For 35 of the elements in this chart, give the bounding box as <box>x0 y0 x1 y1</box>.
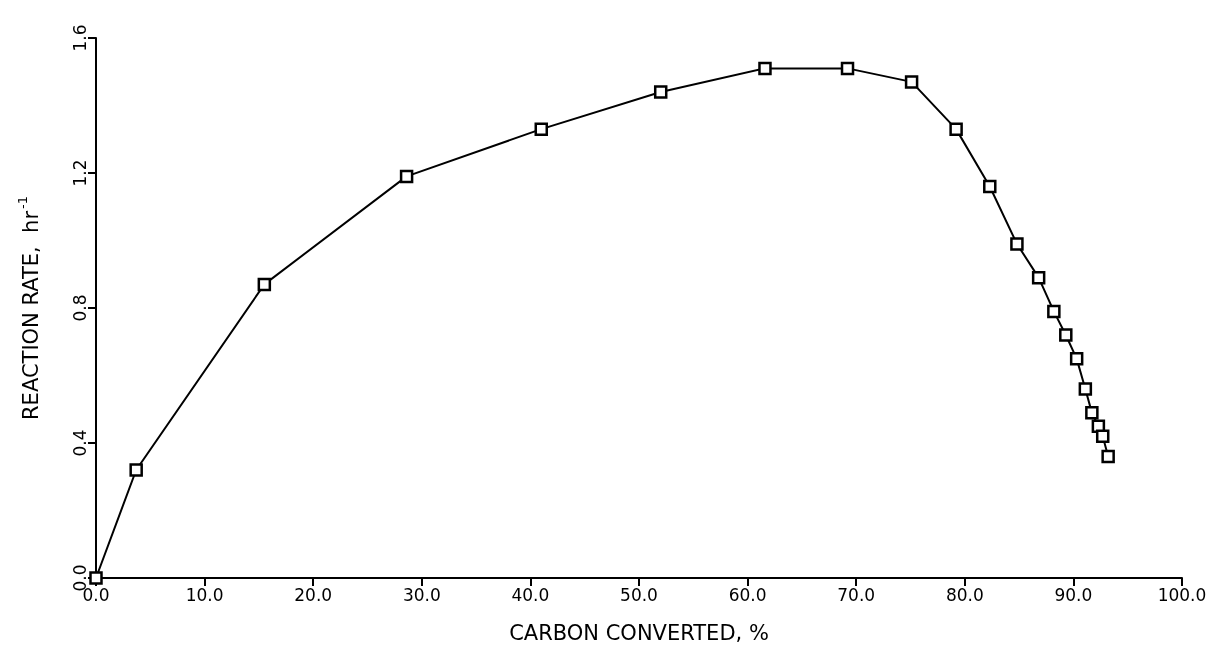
point <box>983 179 997 194</box>
point <box>1101 449 1115 464</box>
x-tick-label: 40.0 <box>511 584 550 605</box>
x-tick-label: 90.0 <box>1054 584 1093 605</box>
point <box>1078 382 1093 396</box>
point <box>257 277 272 292</box>
x-tick-label: 60.0 <box>728 584 767 605</box>
x-tick-label: 70.0 <box>837 584 876 605</box>
point <box>1010 237 1024 251</box>
point <box>1085 405 1099 420</box>
x-axis-title: CARBON CONVERTED, % <box>509 620 769 645</box>
y-tick-label: 1.6 <box>69 24 90 52</box>
point <box>534 122 549 136</box>
y-tick-label: 0.4 <box>69 429 90 457</box>
point <box>1095 429 1110 443</box>
point <box>1031 270 1046 285</box>
point <box>1047 304 1061 319</box>
x-tick-label: 30.0 <box>402 584 441 605</box>
point <box>399 169 414 184</box>
x-tick-label: 50.0 <box>620 584 658 605</box>
y-axis-title: REACTION RATE, hr-1 <box>15 196 43 420</box>
point <box>129 463 143 477</box>
point <box>840 61 855 76</box>
point <box>758 61 772 76</box>
y-tick-label: 0.8 <box>69 294 90 322</box>
x-tick-label: 100.0 <box>1157 584 1207 605</box>
x-tick-label: 20.0 <box>294 584 333 605</box>
point <box>1059 328 1073 342</box>
point <box>1069 351 1084 366</box>
x-tick-label: 10.0 <box>185 584 224 605</box>
point <box>904 75 919 89</box>
point <box>653 85 668 99</box>
point <box>949 122 963 136</box>
y-tick-label: 1.2 <box>69 159 90 187</box>
x-tick-label: 80.0 <box>945 584 984 605</box>
